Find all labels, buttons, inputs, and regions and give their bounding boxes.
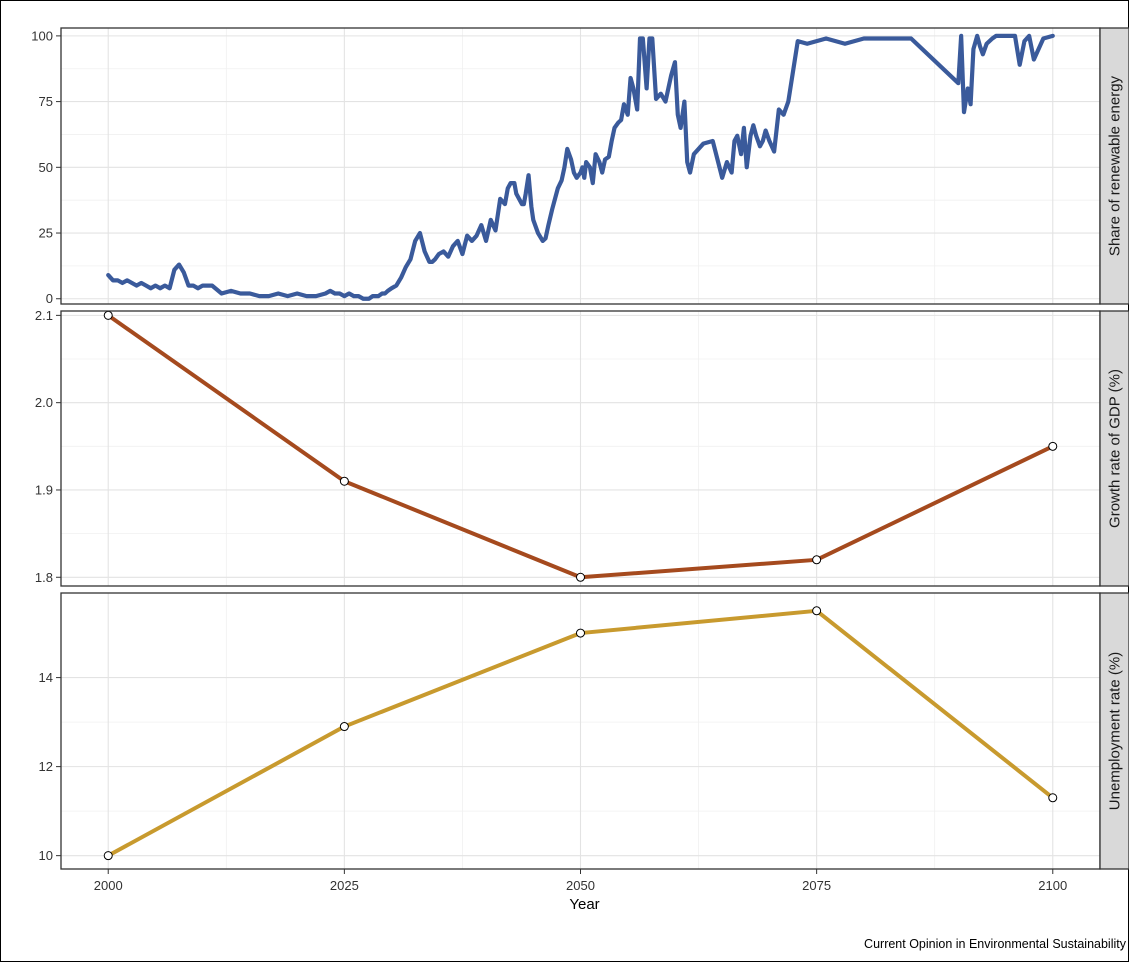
x-axis-title: Year	[569, 896, 599, 913]
panel-3: 10 12 14 Unemployment rate (%)	[39, 592, 1129, 870]
credit-text: Current Opinion in Environmental Sustain…	[864, 937, 1127, 951]
y-tick-label: 14	[39, 670, 53, 685]
data-point	[339, 476, 349, 486]
data-point	[103, 310, 113, 320]
y-tick-label: 1.8	[35, 570, 53, 585]
y-tick-label: 75	[39, 94, 53, 109]
y-tick-label: 25	[39, 226, 53, 241]
facet-strip-label: Share of renewable energy	[1107, 75, 1124, 256]
x-tick-label: 2025	[330, 878, 359, 893]
y-tick-label: 12	[39, 759, 53, 774]
y-tick-label: 2.0	[35, 395, 53, 410]
x-tick-label: 2100	[1038, 878, 1067, 893]
series-line-1	[106, 33, 1055, 301]
facet-strip	[1099, 27, 1129, 305]
x-tick-label: 2050	[566, 878, 595, 893]
y-tick-label: 50	[39, 160, 53, 175]
y-tick-label: 1.9	[35, 482, 53, 497]
x-tick-label: 2075	[802, 878, 831, 893]
x-axis: 2000 2025 2050 2075 2100	[94, 869, 1067, 893]
data-point	[1048, 793, 1058, 803]
y-tick-label: 2.1	[35, 308, 53, 323]
x-tick-label: 2000	[94, 878, 123, 893]
data-point	[812, 606, 822, 616]
data-point	[103, 851, 113, 861]
facet-strip-label: Unemployment rate (%)	[1107, 652, 1124, 810]
y-tick-label: 100	[31, 28, 53, 43]
facet-strip	[1099, 310, 1129, 587]
panel-2: 1.8 1.9 2.0 2.1 Growth rate of GDP (%)	[35, 308, 1129, 587]
y-tick-label: 0	[46, 291, 53, 306]
data-point	[576, 628, 585, 638]
data-point	[576, 572, 585, 582]
data-point	[339, 722, 349, 732]
facet-strip	[1099, 592, 1129, 870]
facet-strip-label: Growth rate of GDP (%)	[1107, 369, 1124, 528]
data-point	[1048, 441, 1058, 451]
panel-1: 0 25 50 75 100 Share of renewable energy	[31, 27, 1129, 306]
data-point	[812, 555, 822, 565]
y-tick-label: 10	[39, 848, 53, 863]
